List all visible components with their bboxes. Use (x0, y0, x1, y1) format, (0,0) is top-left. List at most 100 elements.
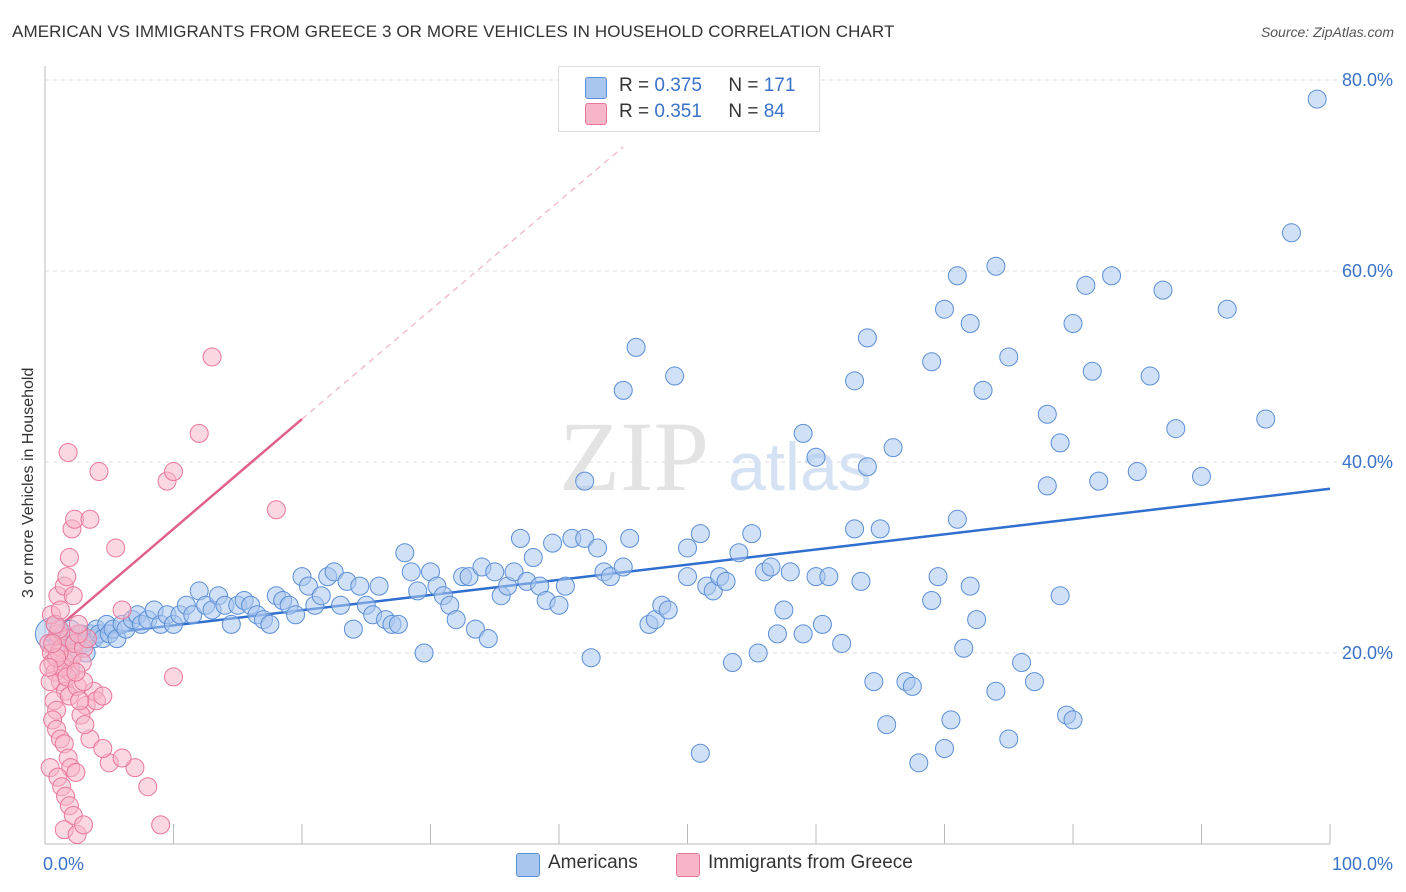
american-point (626, 337, 646, 357)
r-value: 0.375 (654, 75, 702, 96)
legend-label-americans: Americans (548, 852, 638, 873)
greece-point (75, 715, 95, 735)
american-point (935, 299, 954, 319)
american-point (1217, 299, 1237, 319)
american-point (729, 543, 749, 563)
american-point (1166, 419, 1186, 439)
greece-point (66, 762, 86, 782)
greece-point (106, 538, 126, 558)
american-point (298, 576, 318, 596)
greece-point (50, 600, 70, 620)
american-point (350, 576, 370, 596)
greece-point (80, 509, 100, 529)
legend-text: R = 0.375 N = 171 (619, 75, 795, 97)
american-point (600, 567, 620, 587)
american-point (902, 676, 922, 696)
american-point (465, 619, 485, 639)
american-point (877, 715, 897, 735)
x-tick-label: 100.0% (1332, 854, 1393, 874)
american-point (1082, 361, 1102, 381)
greece-point (74, 815, 94, 835)
greece-point (189, 423, 209, 443)
american-point (1256, 409, 1276, 429)
american-point (331, 595, 351, 615)
american-point (549, 595, 569, 615)
american-point (260, 614, 280, 634)
greece-point (68, 614, 88, 634)
american-point (1140, 366, 1160, 386)
greece-trend-line (44, 418, 303, 640)
r-label: R = (619, 101, 650, 122)
american-point (690, 743, 710, 763)
greece-point (151, 815, 171, 835)
american-point (510, 528, 530, 548)
legend-swatch-americans (516, 853, 540, 877)
american-point (947, 266, 967, 286)
american-point (523, 548, 543, 567)
watermark: ZIP atlas (559, 401, 872, 512)
american-point (742, 524, 762, 544)
y-tick-label: 60.0% (1342, 261, 1393, 281)
american-point (748, 643, 768, 663)
american-point (183, 605, 203, 625)
n-label: N = (728, 101, 759, 122)
american-point (414, 643, 434, 663)
american-point (935, 739, 954, 758)
american-point (665, 366, 685, 386)
greece-point (93, 739, 113, 758)
american-point (401, 562, 421, 582)
american-point (1037, 476, 1057, 496)
r-value: 0.351 (654, 101, 702, 122)
american-point (1063, 710, 1083, 730)
american-point (311, 586, 331, 606)
american-point (857, 328, 877, 348)
american-point (806, 447, 826, 467)
greece-point (164, 462, 183, 482)
american-point (1063, 314, 1083, 334)
greece-point (89, 462, 109, 482)
american-point (555, 576, 575, 596)
american-point (446, 610, 466, 630)
american-point (369, 576, 389, 596)
american-point (575, 471, 595, 491)
greece-point (164, 667, 183, 687)
n-label: N = (728, 75, 759, 96)
american-point (678, 538, 697, 558)
american-point (588, 538, 608, 558)
greece-point (39, 657, 59, 677)
american-point (690, 524, 710, 544)
american-point (620, 528, 640, 548)
american-point (613, 557, 633, 577)
american-point (408, 581, 428, 601)
american-point (716, 571, 736, 591)
american-point (819, 567, 839, 587)
y-axis-title: 3 or more Vehicles in Household (20, 367, 37, 598)
american-point (960, 314, 980, 334)
american-point (581, 648, 601, 668)
american-point (941, 710, 961, 730)
american-point (1037, 404, 1057, 424)
american-point (986, 256, 1006, 276)
american-point (459, 567, 479, 587)
american-point (960, 576, 980, 596)
y-tick-label: 80.0% (1342, 70, 1393, 90)
american-point (986, 681, 1006, 701)
tick-labels: 20.0% 40.0% 60.0% 80.0% 0.0% 100.0% (43, 70, 1393, 874)
greece-point (70, 691, 90, 711)
american-point (922, 352, 942, 372)
trend-lines (44, 146, 1331, 642)
american-point (504, 562, 524, 582)
american-point (1089, 471, 1109, 491)
american-point (478, 629, 498, 649)
legend-swatch-greece (585, 103, 607, 125)
american-point (1076, 275, 1096, 295)
greece-point (266, 500, 286, 520)
american-point (343, 619, 363, 639)
y-tick-label: 40.0% (1342, 452, 1393, 472)
american-point (761, 557, 781, 577)
american-point (793, 624, 813, 644)
greece-point (202, 347, 222, 367)
legend-label-greece: Immigrants from Greece (708, 852, 913, 873)
american-point (845, 519, 865, 539)
